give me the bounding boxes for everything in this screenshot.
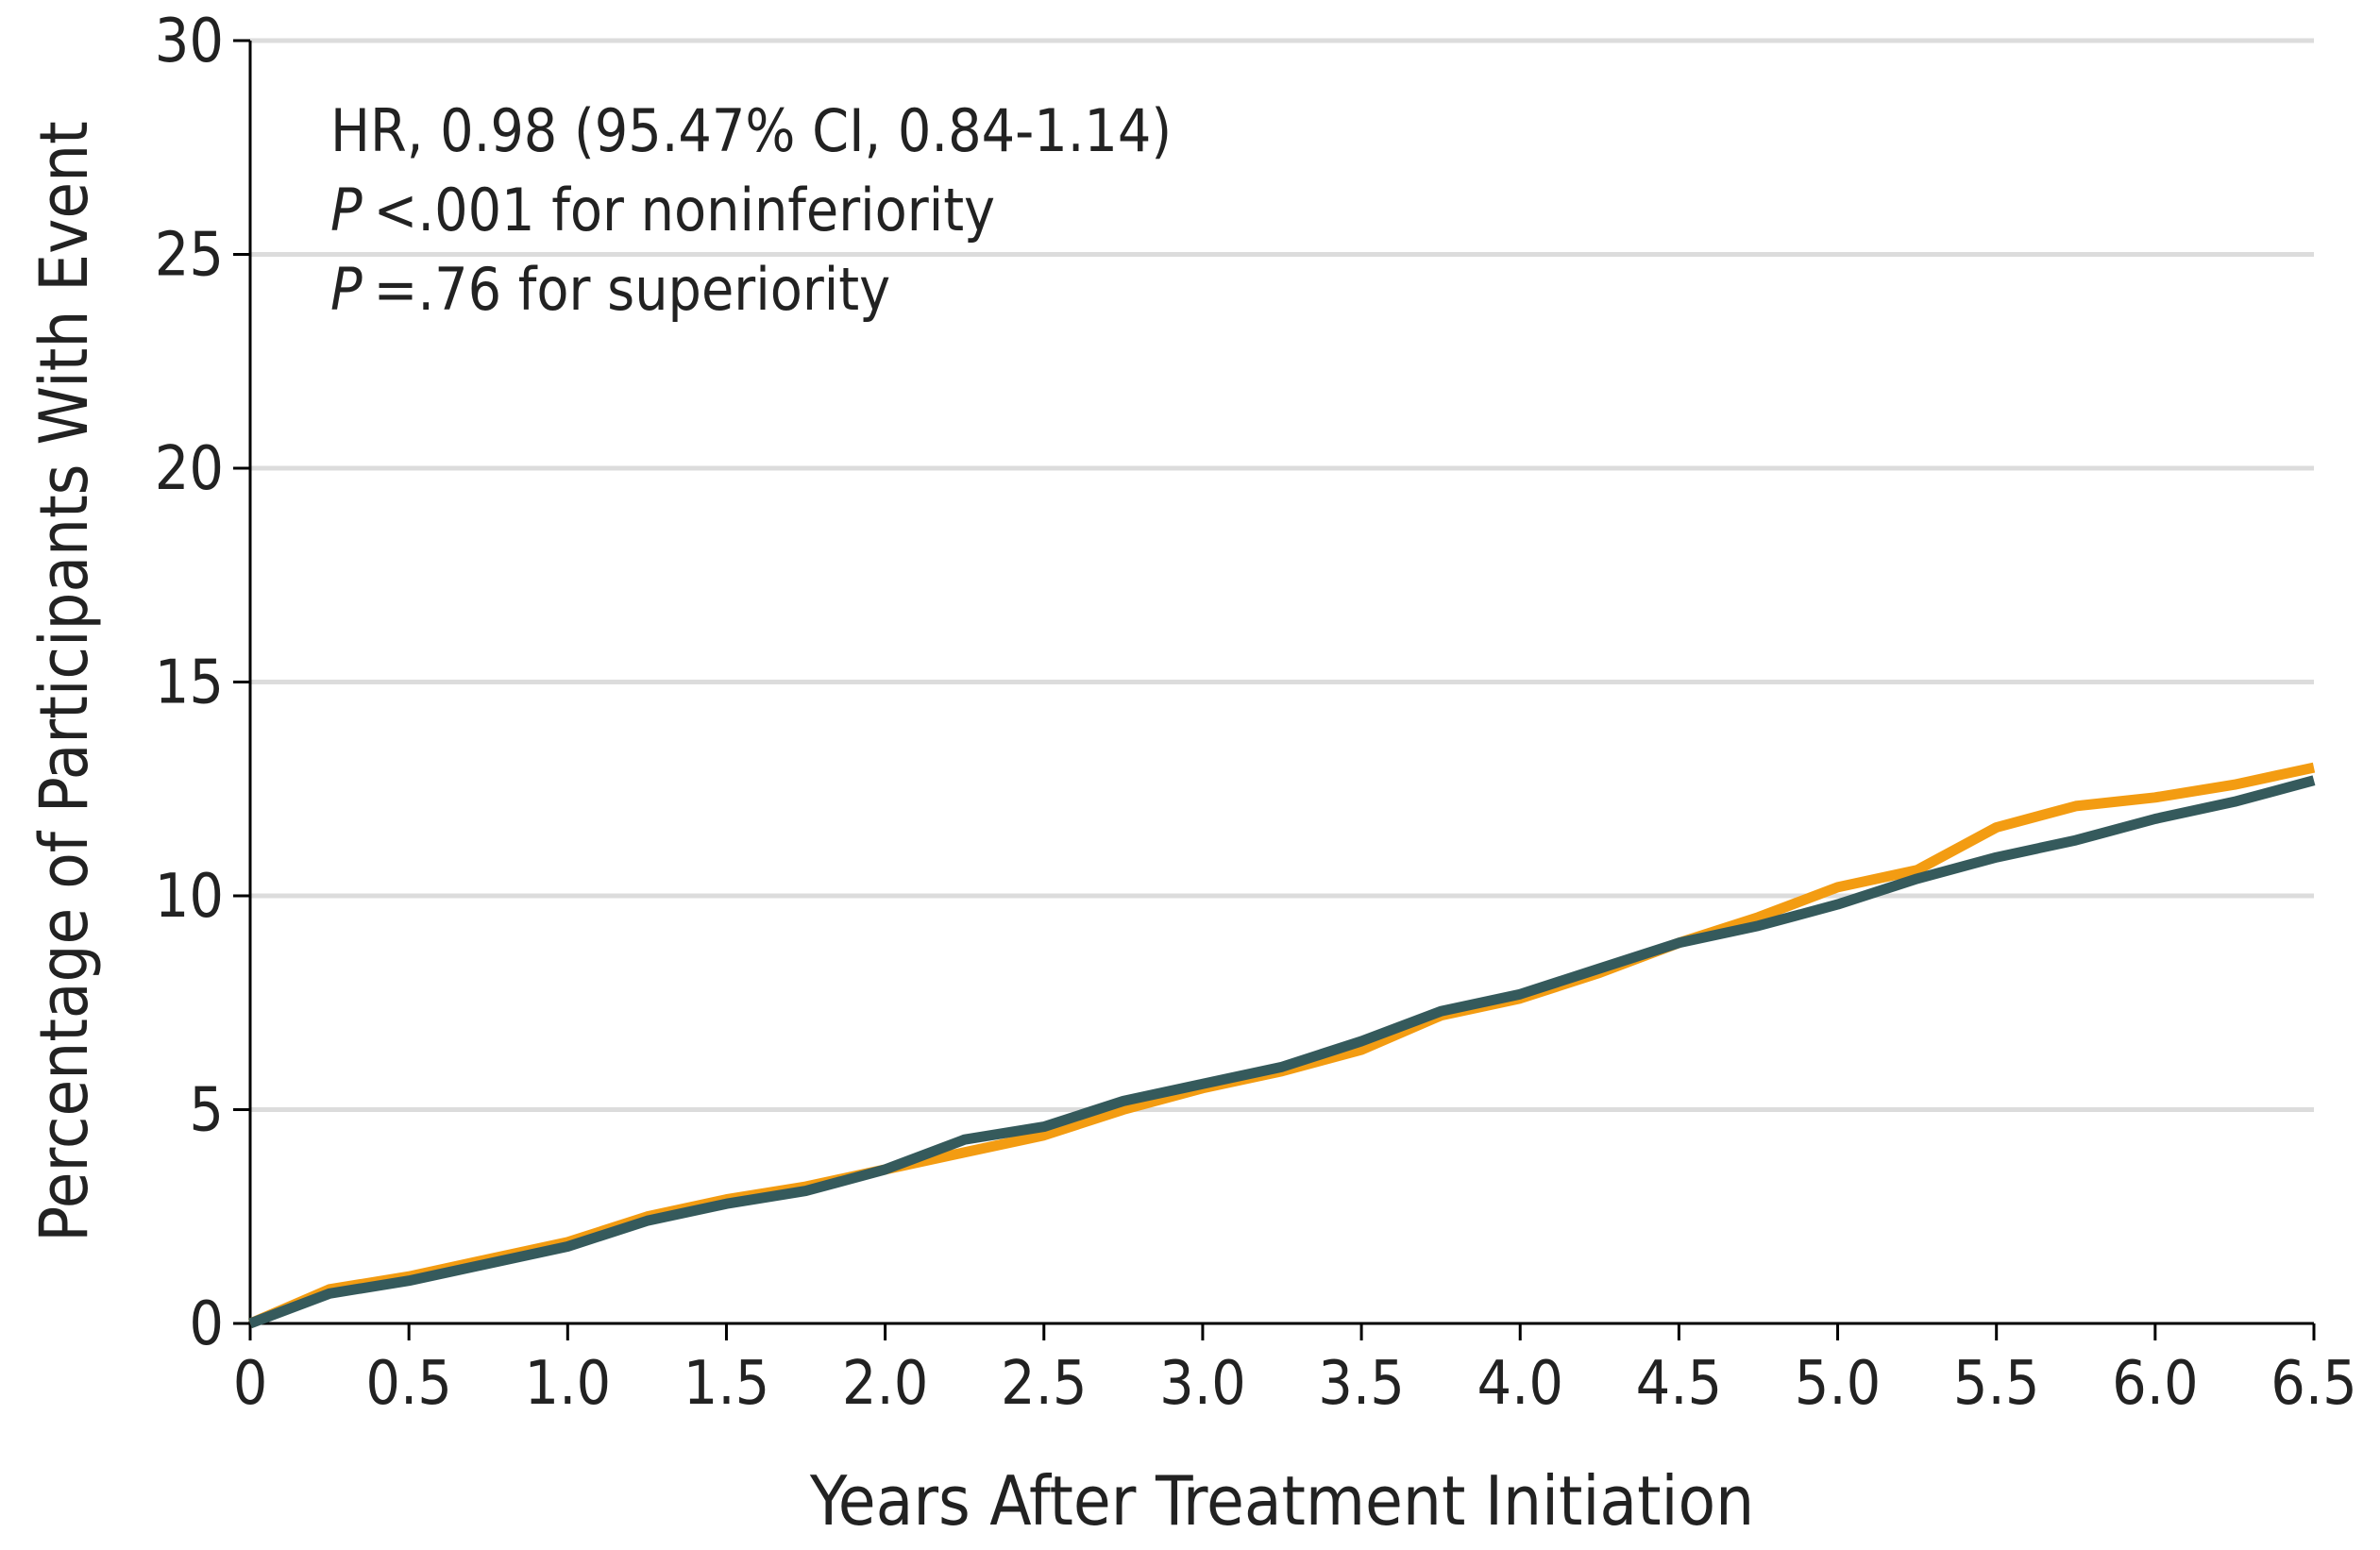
x-tick-label: 2.5	[1001, 1349, 1088, 1419]
annotation-italic: P	[330, 176, 363, 244]
annotation-text: =.76 for superiority	[374, 255, 890, 324]
x-tick-label: 1.5	[684, 1349, 770, 1419]
x-tick-label: 1.0	[525, 1349, 612, 1419]
series-line	[248, 775, 2316, 1329]
y-tick-label: 25	[155, 221, 224, 291]
x-tick-label: 5.0	[1795, 1349, 1882, 1419]
x-tick-label: 6.0	[2112, 1349, 2199, 1419]
annotation: HR, 0.98 (95.47% CI, 0.84-1.14)	[330, 96, 1172, 165]
annotation-italic: P	[330, 255, 363, 324]
x-tick-label: 5.5	[1953, 1349, 2040, 1419]
y-tick-label: 0	[189, 1289, 224, 1359]
y-tick-label: 30	[155, 7, 224, 76]
x-axis-title: Years After Treatment Initiation	[809, 1461, 1754, 1541]
y-tick-label: 10	[155, 862, 224, 932]
x-tick-label: 6.5	[2270, 1349, 2357, 1419]
x-tick-label: 4.0	[1477, 1349, 1563, 1419]
x-tick-label: 0	[233, 1349, 268, 1419]
y-tick-label: 20	[155, 434, 224, 504]
x-tick-label: 3.5	[1318, 1349, 1405, 1419]
x-tick-label: 2.0	[842, 1349, 929, 1419]
annotation-text: <.001 for noninferiority	[374, 176, 995, 244]
annotation: P <.001 for noninferiority	[330, 176, 995, 244]
x-tick-label: 3.0	[1159, 1349, 1246, 1419]
annotation: P =.76 for superiority	[330, 255, 890, 324]
y-axis-title: Percentage of Participants With Event	[25, 121, 103, 1241]
x-tick-label: 0.5	[365, 1349, 452, 1419]
x-tick-label: 4.5	[1636, 1349, 1723, 1419]
y-tick-label: 5	[189, 1076, 224, 1146]
y-tick-label: 15	[155, 649, 224, 718]
